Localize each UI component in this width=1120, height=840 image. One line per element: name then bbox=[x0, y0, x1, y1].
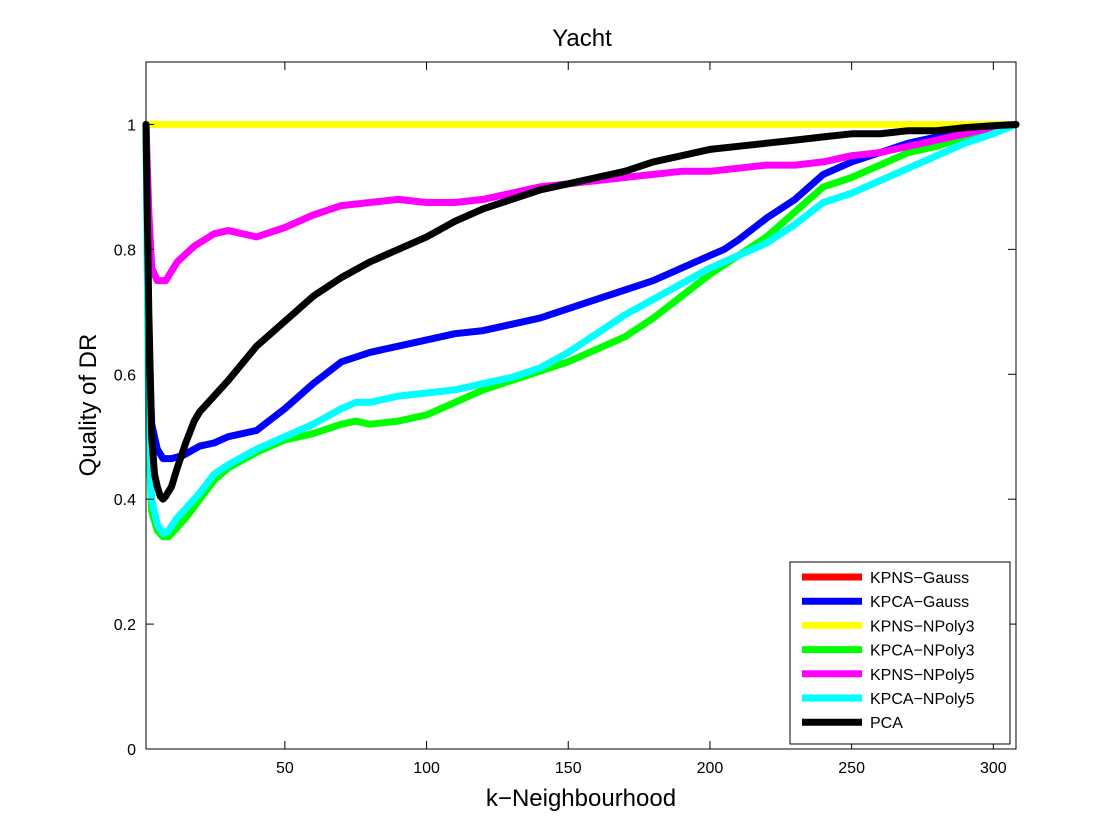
y-tick-label: 0.8 bbox=[114, 242, 136, 259]
series-line-6 bbox=[142, 121, 1020, 503]
x-tick-label: 150 bbox=[555, 760, 582, 777]
x-tick-label: 250 bbox=[838, 760, 865, 777]
legend-label-5: KPCA−NPoly5 bbox=[870, 691, 975, 708]
legend-label-2: KPNS−NPoly3 bbox=[870, 618, 975, 635]
series-line-3 bbox=[142, 121, 1020, 541]
series-line-5 bbox=[142, 121, 1020, 537]
x-tick-label: 50 bbox=[276, 760, 294, 777]
x-tick-label: 100 bbox=[413, 760, 440, 777]
x-tick-label: 300 bbox=[980, 760, 1007, 777]
legend-label-6: PCA bbox=[870, 715, 903, 732]
y-tick-label: 0.2 bbox=[114, 617, 136, 634]
legend: KPNS−Gauss KPCA−Gauss KPNS−NPoly3 KPCA−NPol… bbox=[789, 561, 1011, 745]
chart-title: Yacht bbox=[552, 25, 612, 52]
legend-label-1: KPCA−Gauss bbox=[870, 594, 969, 611]
y-tick-label: 0.6 bbox=[114, 367, 136, 384]
y-tick-label: 1 bbox=[127, 117, 136, 134]
x-tick-label: 200 bbox=[697, 760, 724, 777]
series-layer bbox=[142, 121, 1020, 541]
plot-frame-overlay bbox=[145, 61, 1017, 750]
y-tick-label: 0.4 bbox=[114, 492, 136, 509]
legend-label-3: KPCA−NPoly3 bbox=[870, 643, 975, 660]
series-line-4 bbox=[142, 121, 1020, 285]
series-line-1 bbox=[142, 121, 1020, 463]
y-tick-label: 0 bbox=[127, 742, 136, 759]
plot-area bbox=[142, 61, 1020, 750]
x-axis-label: k−Neighbourhood bbox=[486, 785, 676, 812]
y-axis-label: Quality of DR bbox=[75, 334, 102, 477]
legend-label-0: KPNS−Gauss bbox=[870, 570, 969, 587]
x-axis: 50 100 150 200 250 300 bbox=[276, 62, 1007, 777]
legend-label-4: KPNS−NPoly5 bbox=[870, 667, 975, 684]
